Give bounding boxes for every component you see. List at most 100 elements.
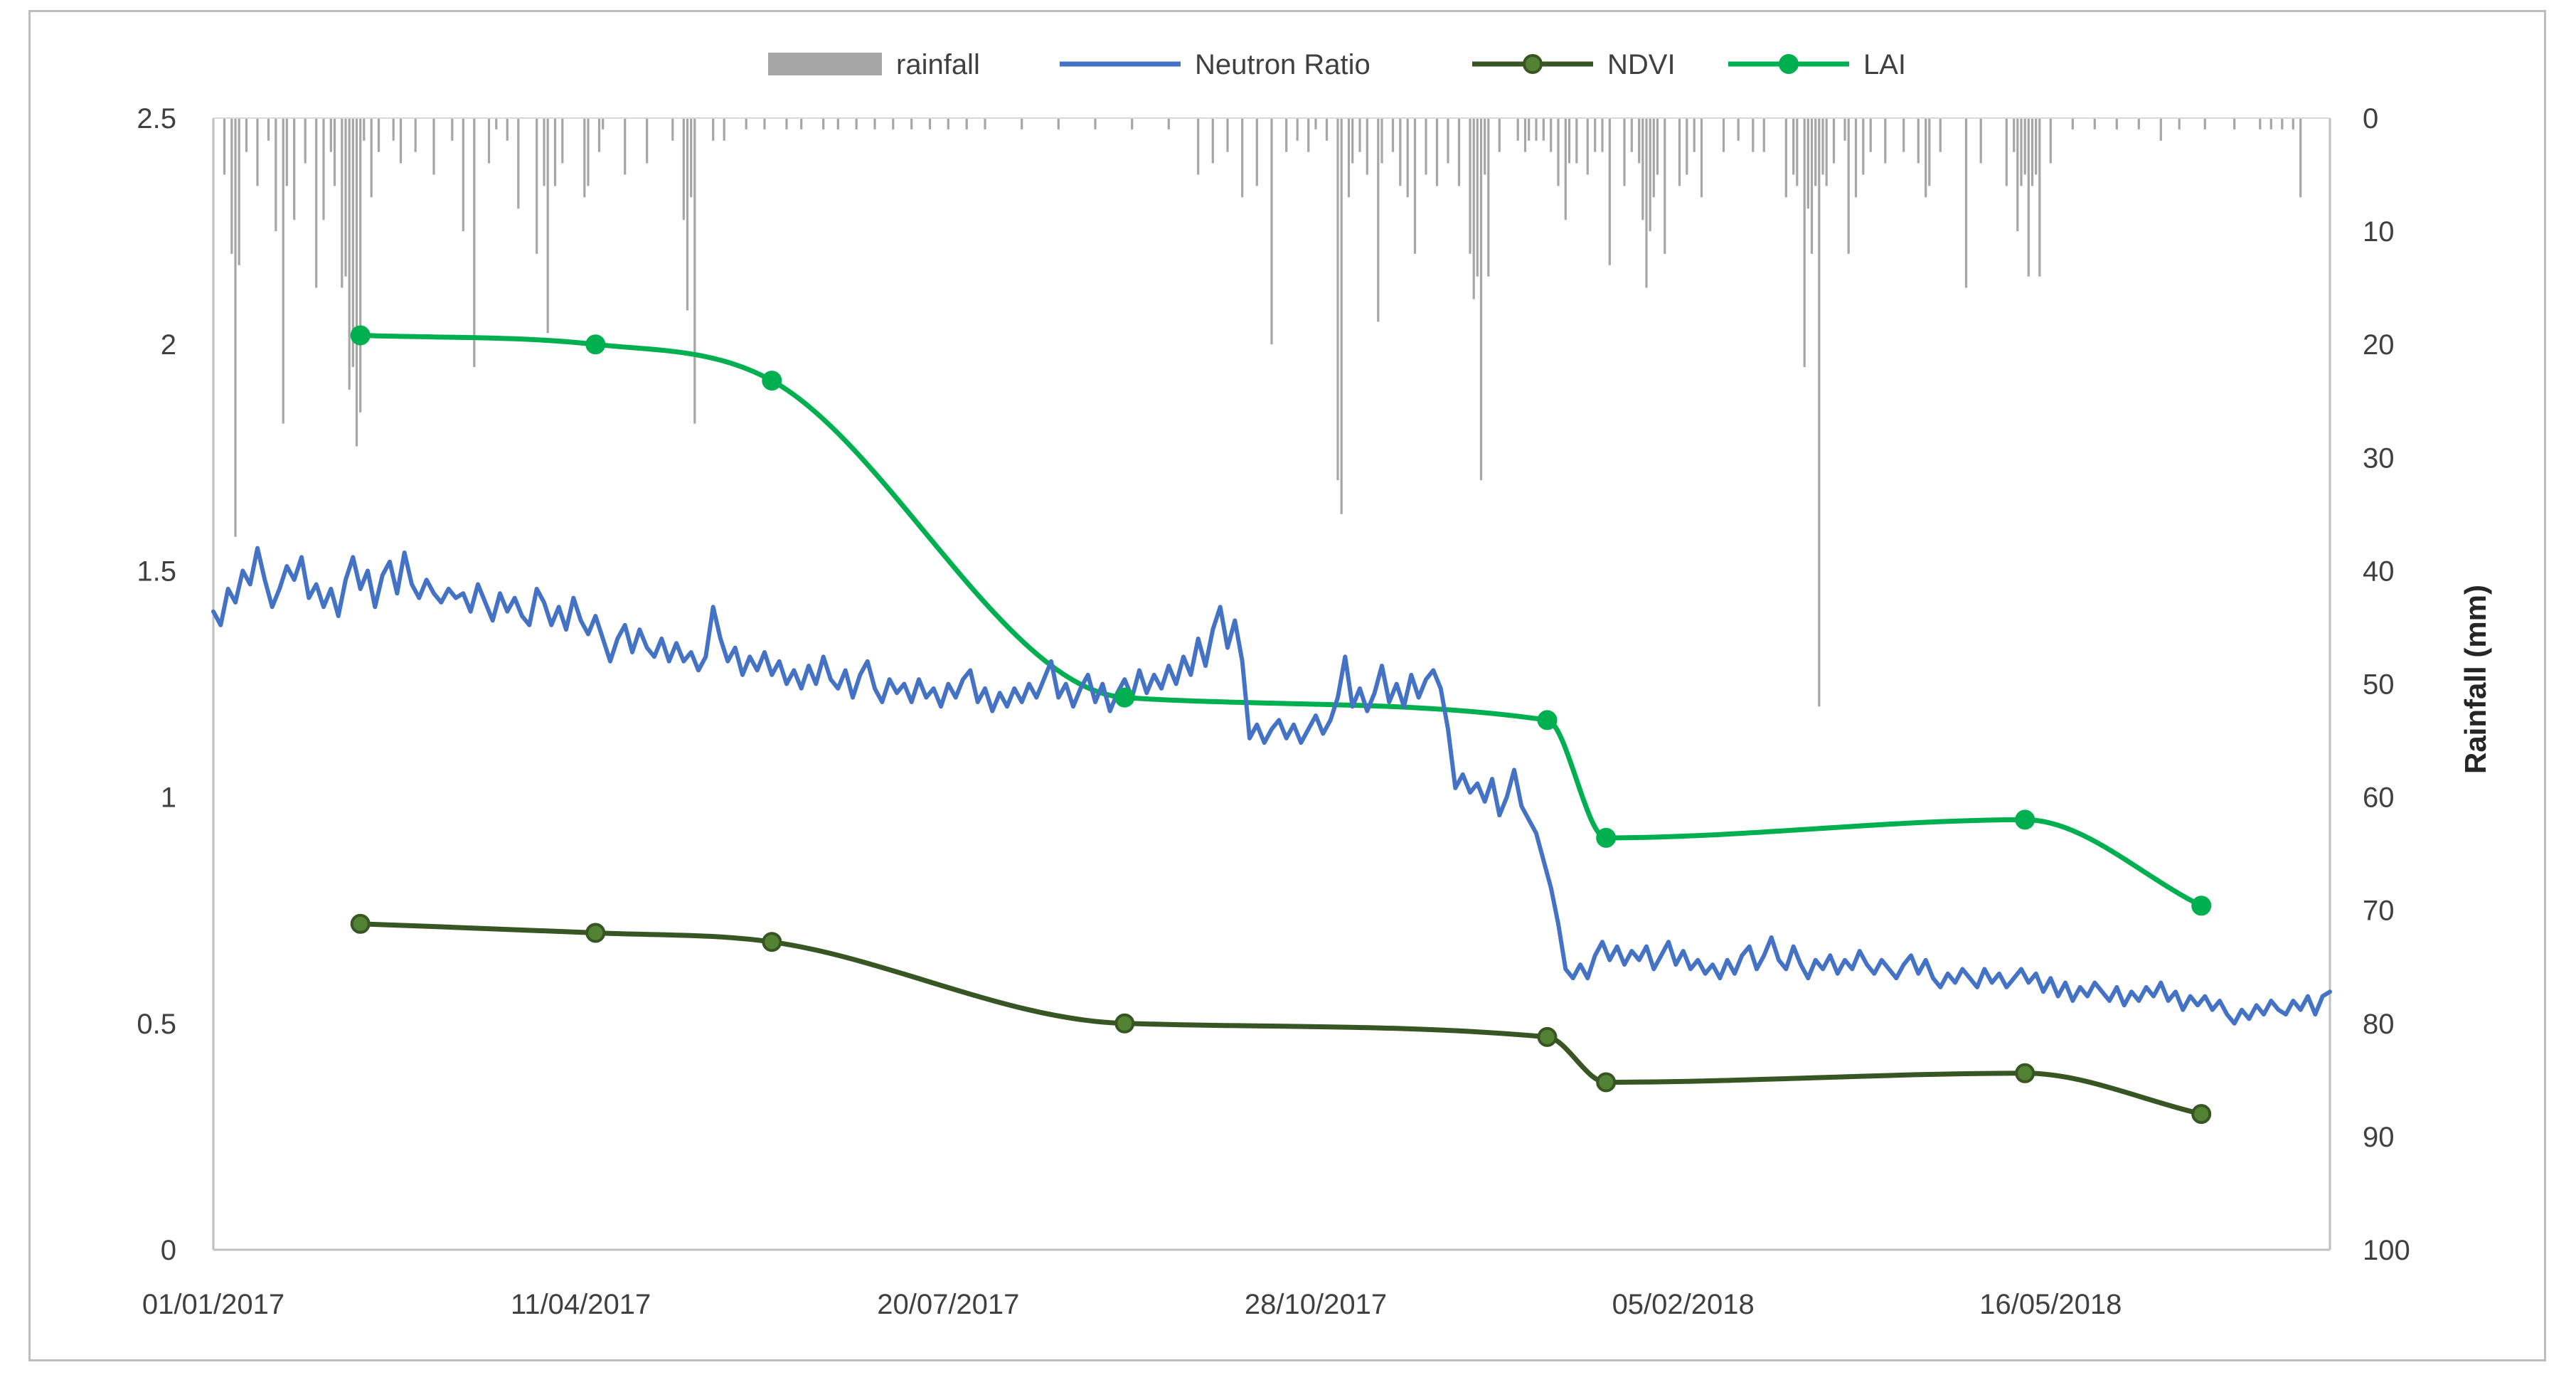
series-markers <box>350 325 2212 1125</box>
rainfall-bar <box>377 118 380 152</box>
rainfall-bar <box>1377 118 1380 322</box>
y-right-tick-label: 90 <box>2363 1122 2395 1153</box>
y-left-tick-label: 2.5 <box>137 103 176 134</box>
rainfall-bar <box>1472 118 1475 299</box>
rainfall-bar <box>822 118 825 129</box>
series-lines <box>211 333 2332 1117</box>
rainfall-bar <box>1641 118 1644 221</box>
rainfall-bar <box>1784 118 1787 198</box>
ndvi-point <box>350 913 371 934</box>
ndvi-point <box>2015 1063 2035 1083</box>
rainfall-bar <box>1516 118 1519 141</box>
rainfall-bar <box>1693 118 1696 152</box>
rainfall-bar <box>723 118 725 141</box>
rainfall-bar <box>285 118 288 186</box>
rainfall-bar <box>1792 118 1795 175</box>
rainfall-bar <box>399 118 403 164</box>
lai-point <box>1114 687 1135 708</box>
rainfall-bar <box>546 118 549 334</box>
rainfall-bar <box>712 118 715 141</box>
rainfall-bar <box>1479 118 1483 481</box>
rainfall-bar <box>553 118 557 186</box>
rainfall-bar <box>1575 118 1578 164</box>
rainfall-bar <box>2292 118 2294 129</box>
rainfall-bar <box>1270 118 1273 345</box>
rainfall-bar <box>1325 118 1329 141</box>
rainfall-bar <box>1523 118 1527 152</box>
rainfall-bar <box>1542 118 1545 141</box>
y-left-tick-label: 0.5 <box>137 1009 176 1040</box>
y-right-tick-label: 60 <box>2363 782 2395 814</box>
lai-point <box>350 325 371 346</box>
legend-label-lai: LAI <box>1863 49 1906 80</box>
y-right-tick-label: 30 <box>2363 442 2395 474</box>
rainfall-bar <box>1564 118 1567 221</box>
rainfall-bar <box>1498 118 1501 152</box>
rainfall-bar <box>1057 118 1060 129</box>
rainfall-bar <box>333 118 336 186</box>
rainfall-bar <box>2038 118 2041 277</box>
right-axis-title: Rainfall (mm) <box>2459 585 2492 774</box>
y-left-tick-label: 2 <box>161 329 176 361</box>
ndvi-point <box>1596 1072 1617 1093</box>
rainfall-bar <box>947 118 949 129</box>
rainfall-bar <box>432 118 435 175</box>
rainfall-bar <box>1638 118 1641 164</box>
ndvi-point <box>1537 1026 1558 1047</box>
rainfall-bar <box>2023 118 2026 175</box>
x-tick-label: 05/02/2018 <box>1612 1289 1755 1320</box>
rainfall-bar <box>473 118 476 367</box>
ndvi-point <box>585 923 606 943</box>
rainfall-bar <box>1487 118 1490 277</box>
rainfall-bar <box>2027 118 2030 277</box>
rainfall-bar <box>587 118 590 186</box>
lai-point <box>2191 896 2212 916</box>
rainfall-bar <box>1425 118 1427 175</box>
legend-swatch-rainfall <box>768 53 882 75</box>
rainfall-bar <box>341 118 344 288</box>
rainfall-bar <box>1601 118 1604 152</box>
rainfall-bar <box>267 118 270 141</box>
rainfall-bar <box>414 118 417 152</box>
rainfall-bar <box>2071 118 2074 129</box>
rainfall-bar <box>2159 118 2162 141</box>
rainfall-bar <box>1928 118 1931 186</box>
rainfall-bar <box>928 118 932 129</box>
rainfall-bar <box>1094 118 1097 129</box>
rainfall-bar <box>1340 118 1343 514</box>
rainfall-bar <box>1131 118 1134 129</box>
x-tick-label: 20/07/2017 <box>877 1289 1019 1320</box>
rainfall-bar <box>315 118 318 288</box>
rainfall-bar <box>1435 118 1439 186</box>
rainfall-bar <box>2281 118 2284 129</box>
y-right-tick-label: 100 <box>2363 1235 2410 1266</box>
legend-label-ndvi: NDVI <box>1607 49 1676 80</box>
rainfall-bar <box>1854 118 1858 198</box>
rainfall-bar <box>785 118 788 129</box>
rainfall-bar <box>1608 118 1611 265</box>
rainfall-bar <box>304 118 307 164</box>
rainfall-bar <box>230 118 233 254</box>
rainfall-bar <box>1832 118 1836 164</box>
lai-line <box>358 333 2204 908</box>
rainfall-bar <box>763 118 766 129</box>
y-right-tick-label: 20 <box>2363 329 2395 361</box>
rainfall-bar <box>1557 118 1560 186</box>
rainfall-bar <box>1586 118 1589 175</box>
rainfall-bar <box>495 118 498 129</box>
rainfall-bar <box>2269 118 2272 129</box>
rainfall-bar <box>2203 118 2206 129</box>
rainfall-bar <box>1307 118 1310 152</box>
rainfall-bar <box>745 118 747 129</box>
rainfall-bar <box>1469 118 1471 254</box>
rainfall-bar <box>363 118 366 141</box>
rainfall-bar <box>223 118 226 175</box>
y-right-tick-label: 10 <box>2363 216 2395 248</box>
y-left-tick-label: 0 <box>161 1235 176 1266</box>
rainfall-bar <box>2013 118 2016 152</box>
rainfall-bar <box>2031 118 2034 186</box>
neutron-ratio-line <box>211 546 2332 1026</box>
rainfall-bar <box>370 118 373 198</box>
rainfall-bar <box>1568 118 1571 164</box>
rainfall-bar <box>2299 118 2302 198</box>
